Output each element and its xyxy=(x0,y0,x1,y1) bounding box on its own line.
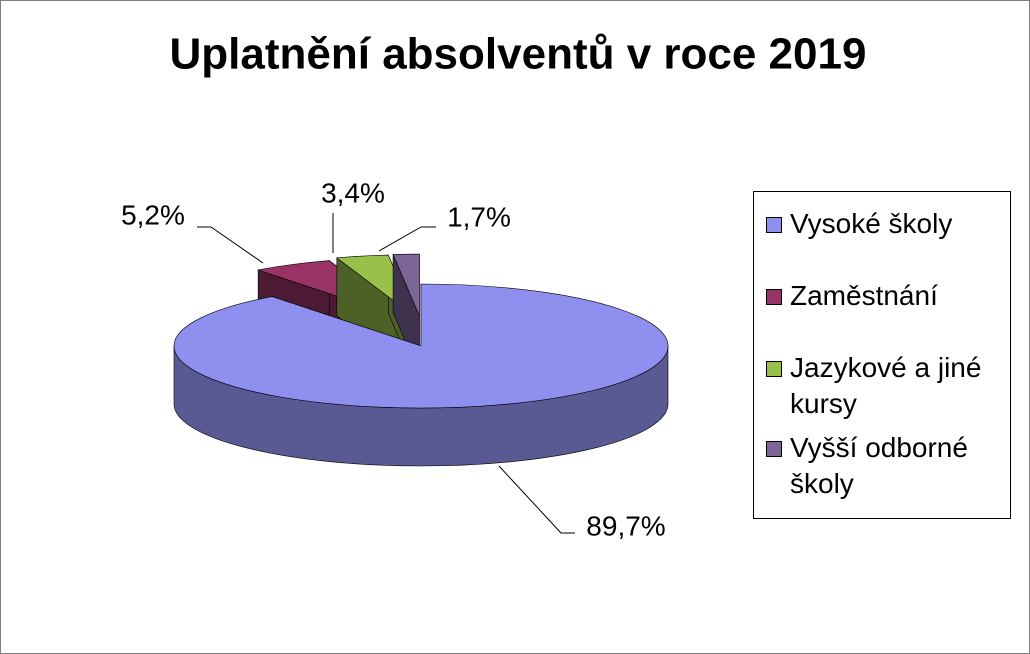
legend-swatch xyxy=(766,217,782,233)
legend-item: Zaměstnání xyxy=(766,278,1004,314)
legend-label: Zaměstnání xyxy=(790,280,938,311)
legend-item: Jazykové a jiné kursy xyxy=(766,350,1004,422)
chart-title: Uplatnění absolventů v roce 2019 xyxy=(170,30,867,79)
data-label: 1,7% xyxy=(447,201,511,232)
legend-label: Jazykové a jiné kursy xyxy=(790,352,982,419)
legend-swatch xyxy=(766,441,782,457)
data-label: 3,4% xyxy=(321,177,385,208)
leader-line xyxy=(378,226,436,252)
slice xyxy=(173,283,669,409)
legend-label: Vyšší odborné školy xyxy=(790,432,968,499)
leader-line xyxy=(498,465,575,534)
leader-line xyxy=(197,226,264,264)
legend-label: Vysoké školy xyxy=(790,208,953,239)
legend-swatch xyxy=(766,289,782,305)
legend: Vysoké školy Zaměstnání Jazykové a jiné ku… xyxy=(753,191,1011,519)
data-label: 5,2% xyxy=(121,199,185,230)
legend-item: Vysoké školy xyxy=(766,206,1004,242)
legend-item: Vyšší odborné školy xyxy=(766,430,1004,502)
data-label: 89,7% xyxy=(586,510,665,541)
legend-swatch xyxy=(766,361,782,377)
slice xyxy=(392,253,420,317)
